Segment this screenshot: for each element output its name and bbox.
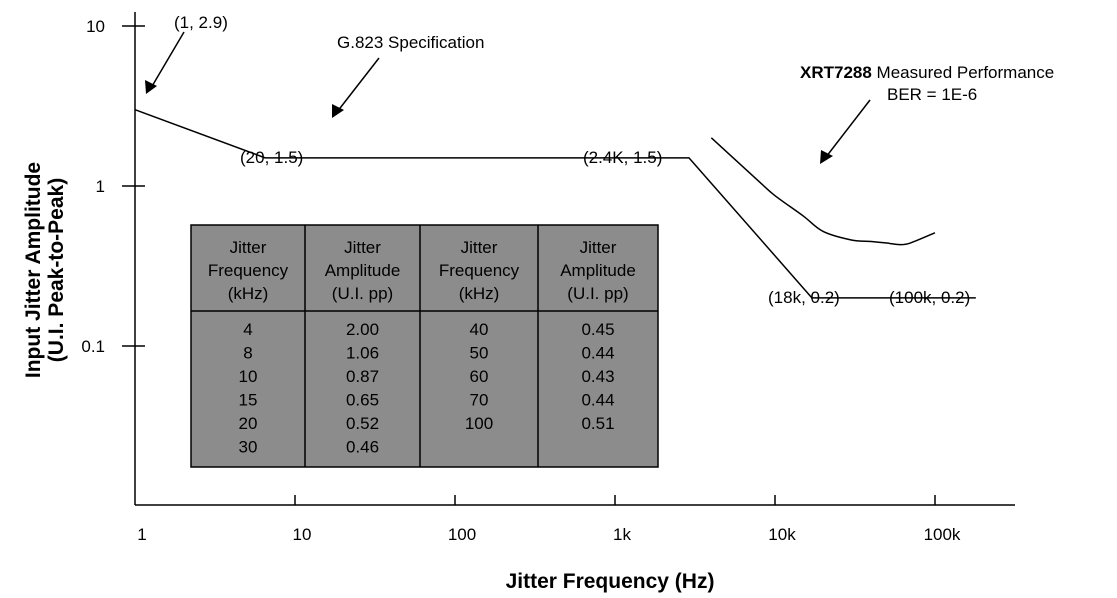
x-axis-title: Jitter Frequency (Hz) [506, 570, 715, 593]
arrow-to-spec-line [332, 57, 380, 118]
y-axis-title: Input Jitter Amplitude (U.I. Peak-to-Pea… [22, 162, 68, 378]
g823-spec-line [134, 108, 976, 299]
y-axis-title-line1: Input Jitter Amplitude [22, 162, 45, 378]
table-header-cell: Jitter [230, 238, 267, 257]
table-cell: 40 [470, 320, 489, 339]
table-header-cell: (U.I. pp) [567, 284, 628, 303]
table-header-cell: (U.I. pp) [332, 284, 393, 303]
annotation-20hz-point: (20, 1.5) [240, 148, 303, 167]
table-header-cell: (kHz) [459, 284, 500, 303]
measured-device-name: XRT7288 [800, 63, 872, 82]
annotation-18k-point: (18k, 0.2) [768, 288, 840, 307]
y-tick-label: 1 [96, 177, 105, 196]
xrt7288-measured-curve [710, 137, 936, 246]
table-cell: 0.51 [581, 414, 614, 433]
x-tick-label: 1k [613, 525, 631, 544]
table-cell: 4 [243, 320, 252, 339]
annotation-measured-label: XRT7288 Measured Performance [800, 63, 1054, 82]
table-cell: 20 [239, 414, 258, 433]
annotation-ber: BER = 1E-6 [887, 85, 977, 104]
annotation-2k4-point: (2.4K, 1.5) [583, 148, 662, 167]
table-cell: 50 [470, 344, 489, 363]
x-tick-label: 10k [768, 525, 796, 544]
arrow-to-start-point [145, 31, 185, 94]
table-header-cell: Frequency [208, 261, 289, 280]
table-background [190, 224, 659, 468]
annotation-spec-label: G.823 Specification [337, 33, 484, 52]
table-cell: 0.87 [346, 367, 379, 386]
table-cell: 60 [470, 367, 489, 386]
table-cell: 30 [239, 438, 258, 457]
x-tick-label: 100k [924, 525, 961, 544]
table-header-cell: Jitter [461, 238, 498, 257]
y-axis-title-line2: (U.I. Peak-to-Peak) [45, 178, 68, 362]
y-tick-label: 10 [86, 17, 105, 36]
table-cell: 100 [465, 414, 493, 433]
annotation-100k-point: (100k, 0.2) [889, 288, 970, 307]
table-cell: 10 [239, 367, 258, 386]
table-cell: 15 [239, 391, 258, 410]
table-header-cell: (kHz) [228, 284, 269, 303]
measured-label-rest: Measured Performance [872, 63, 1054, 82]
table-cell: 0.52 [346, 414, 379, 433]
x-tick-label: 10 [293, 525, 312, 544]
table-header-cell: Jitter [344, 238, 381, 257]
y-tick-label: 0.1 [81, 337, 105, 356]
table-cell: 0.46 [346, 438, 379, 457]
table-header-cell: Amplitude [325, 261, 401, 280]
table-cell: 0.44 [581, 391, 614, 410]
annotation-start-point: (1, 2.9) [174, 13, 228, 32]
table-cell: 8 [243, 344, 252, 363]
table-cell: 70 [470, 391, 489, 410]
table-cell: 0.43 [581, 367, 614, 386]
table-cell: 2.00 [346, 320, 379, 339]
table-header-cell: Frequency [439, 261, 520, 280]
table-header-cell: Jitter [580, 238, 617, 257]
table-cell: 0.45 [581, 320, 614, 339]
table-header-cell: Amplitude [560, 261, 636, 280]
table-cell: 0.65 [346, 391, 379, 410]
jitter-data-table: Jitter Frequency (kHz) Jitter Amplitude (U.I.… [190, 224, 659, 468]
x-tick-label: 100 [448, 525, 476, 544]
arrow-to-measured-curve [820, 99, 871, 164]
table-cell: 1.06 [346, 344, 379, 363]
table-cell: 0.44 [581, 344, 614, 363]
x-tick-label: 1 [137, 525, 146, 544]
